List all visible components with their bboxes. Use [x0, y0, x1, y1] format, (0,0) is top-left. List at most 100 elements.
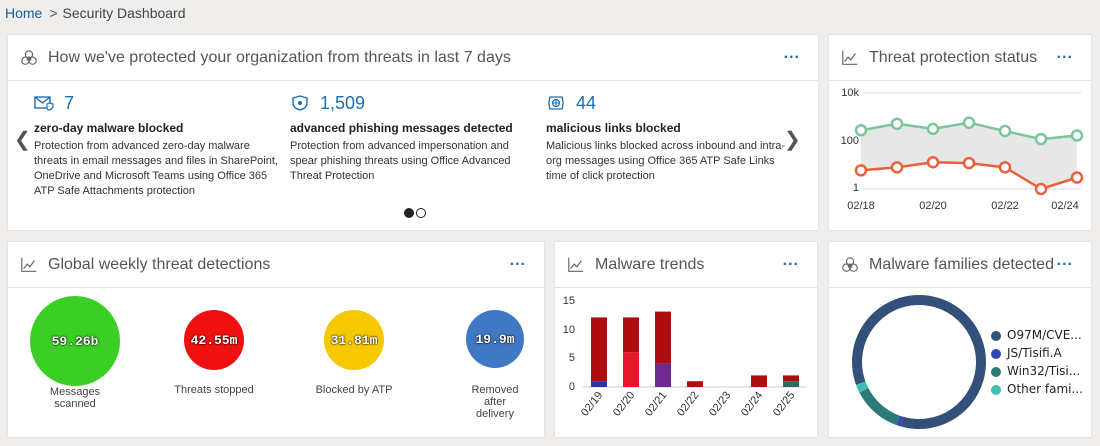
- stat-label: malicious links blocked: [546, 121, 681, 135]
- data-point: [926, 122, 940, 136]
- breadcrumb: Home > Security Dashboard: [5, 5, 186, 21]
- malware-trends-bar-chart: 15 10 5 0 02/19 02/20 02/21 02/22 02/23 02/24…: [563, 295, 807, 419]
- y-tick-label: 1: [853, 182, 859, 194]
- more-options-button[interactable]: ...: [1056, 252, 1073, 269]
- line-chart-icon: [568, 257, 584, 272]
- donut-slice: [852, 295, 986, 429]
- legend-swatch: [991, 385, 1001, 395]
- card-header: How we've protected your organization fr…: [8, 35, 818, 81]
- data-point: [962, 156, 976, 170]
- more-options-button[interactable]: ...: [782, 252, 799, 269]
- bubble-removed-after-delivery: 19.9m: [466, 310, 524, 368]
- biohazard-icon: [21, 50, 37, 65]
- biohazard-icon: [842, 257, 858, 272]
- x-tick-label: 02/24: [739, 389, 765, 418]
- bar-segment: [655, 311, 671, 364]
- breadcrumb-home-link[interactable]: Home: [5, 5, 43, 21]
- bubble-label: Removed after delivery: [471, 384, 519, 420]
- card-header: Global weekly threat detections ...: [8, 242, 544, 288]
- carousel-next-button[interactable]: ❯: [784, 129, 801, 151]
- legend-label: Win32/Tisi...: [1007, 364, 1081, 378]
- carousel-dots: [404, 207, 428, 219]
- protection-summary-card: How we've protected your organization fr…: [8, 35, 818, 230]
- y-tick-label: 15: [563, 295, 575, 307]
- legend-label: Other fami...: [1007, 382, 1083, 396]
- data-point: [890, 117, 904, 131]
- x-tick-label: 02/25: [771, 389, 797, 418]
- bubble-label: Blocked by ATP: [315, 384, 393, 396]
- stat-value: 7: [64, 93, 75, 113]
- data-point: [1034, 132, 1048, 146]
- data-point: [854, 124, 868, 137]
- data-point: [1034, 182, 1048, 196]
- bar-segment: [687, 381, 703, 387]
- data-point: [926, 156, 940, 169]
- x-tick-label: 02/24: [1051, 200, 1079, 212]
- data-point: [998, 161, 1012, 174]
- y-tick-label: 0: [569, 381, 575, 393]
- bubble-blocked-by-atp: 31.81m: [324, 310, 384, 370]
- legend-label: JS/Tisifi.A: [1007, 346, 1062, 360]
- data-point: [854, 164, 868, 177]
- threat-protection-status-card: Threat protection status ... 10k 100 1 0…: [829, 35, 1091, 230]
- bubble-messages-scanned: 59.26b: [30, 296, 120, 386]
- bar-segment: [623, 352, 639, 387]
- legend-swatch: [991, 349, 1001, 359]
- bar-segment: [783, 375, 799, 382]
- data-point: [1070, 129, 1084, 142]
- stat-value: 44: [576, 93, 597, 113]
- data-point: [890, 161, 904, 174]
- donut-slice: [859, 387, 901, 426]
- x-tick-label: 02/21: [643, 389, 669, 418]
- malware-trends-card: Malware trends ... 15 10 5 0 02/19 02/20 0…: [555, 242, 817, 437]
- legend-label: O97M/CVE...: [1007, 328, 1082, 342]
- stat-value: 1,509: [320, 93, 366, 113]
- bubble-label: Messages scanned: [49, 386, 101, 410]
- x-tick-label: 02/20: [611, 389, 637, 418]
- more-options-button[interactable]: ...: [509, 252, 526, 269]
- range-band: [861, 122, 1077, 189]
- stat-description: Malicious links blocked across inbound a…: [546, 140, 786, 182]
- card-title: Malware trends: [595, 256, 705, 273]
- stat-label: advanced phishing messages detected: [290, 121, 513, 135]
- link-globe-icon: [548, 96, 564, 110]
- bar-segment: [623, 317, 639, 353]
- stat-description: Protection from advanced impersonation a…: [290, 140, 511, 182]
- data-point: [998, 124, 1012, 138]
- x-tick-label: 02/22: [991, 200, 1019, 212]
- more-options-button[interactable]: ...: [1056, 45, 1073, 62]
- legend-swatch: [991, 367, 1001, 377]
- card-title: How we've protected your organization fr…: [48, 49, 511, 66]
- malware-families-donut-chart: [852, 295, 986, 429]
- card-header: Malware families detected ...: [829, 242, 1091, 288]
- y-tick-label: 10k: [841, 87, 859, 99]
- x-tick-label: 02/20: [919, 200, 947, 212]
- x-tick-label: 02/22: [675, 389, 701, 418]
- shield-icon: [292, 95, 308, 111]
- bar-segment: [591, 317, 607, 382]
- carousel-dot-2[interactable]: [416, 208, 426, 218]
- donut-slice: [856, 381, 869, 393]
- stat-description: Protection from advanced zero-day malwar…: [34, 140, 278, 197]
- line-chart-icon: [842, 50, 858, 65]
- card-title: Malware families detected: [869, 256, 1054, 273]
- carousel-prev-button[interactable]: ❮: [14, 129, 31, 151]
- data-point: [1070, 171, 1084, 184]
- card-header: Malware trends ...: [555, 242, 817, 288]
- bar-segment: [591, 381, 607, 387]
- global-weekly-detections-card: Global weekly threat detections ... 59.2…: [8, 242, 544, 437]
- more-options-button[interactable]: ...: [783, 45, 800, 62]
- breadcrumb-current: Security Dashboard: [62, 5, 186, 21]
- card-header: Threat protection status ...: [829, 35, 1091, 81]
- carousel-dot-1[interactable]: [404, 208, 414, 218]
- bubble-label: Threats stopped: [174, 384, 254, 396]
- y-tick-label: 100: [841, 135, 859, 147]
- stat-label: zero-day malware blocked: [34, 121, 184, 135]
- x-tick-label: 02/18: [847, 200, 875, 212]
- legend-swatch: [991, 331, 1001, 341]
- x-tick-label: 02/23: [707, 389, 733, 418]
- bubble-threats-stopped: 42.55m: [184, 310, 244, 370]
- bar-segment: [751, 375, 767, 387]
- mail-shield-icon: [34, 96, 54, 111]
- breadcrumb-separator: >: [49, 5, 58, 21]
